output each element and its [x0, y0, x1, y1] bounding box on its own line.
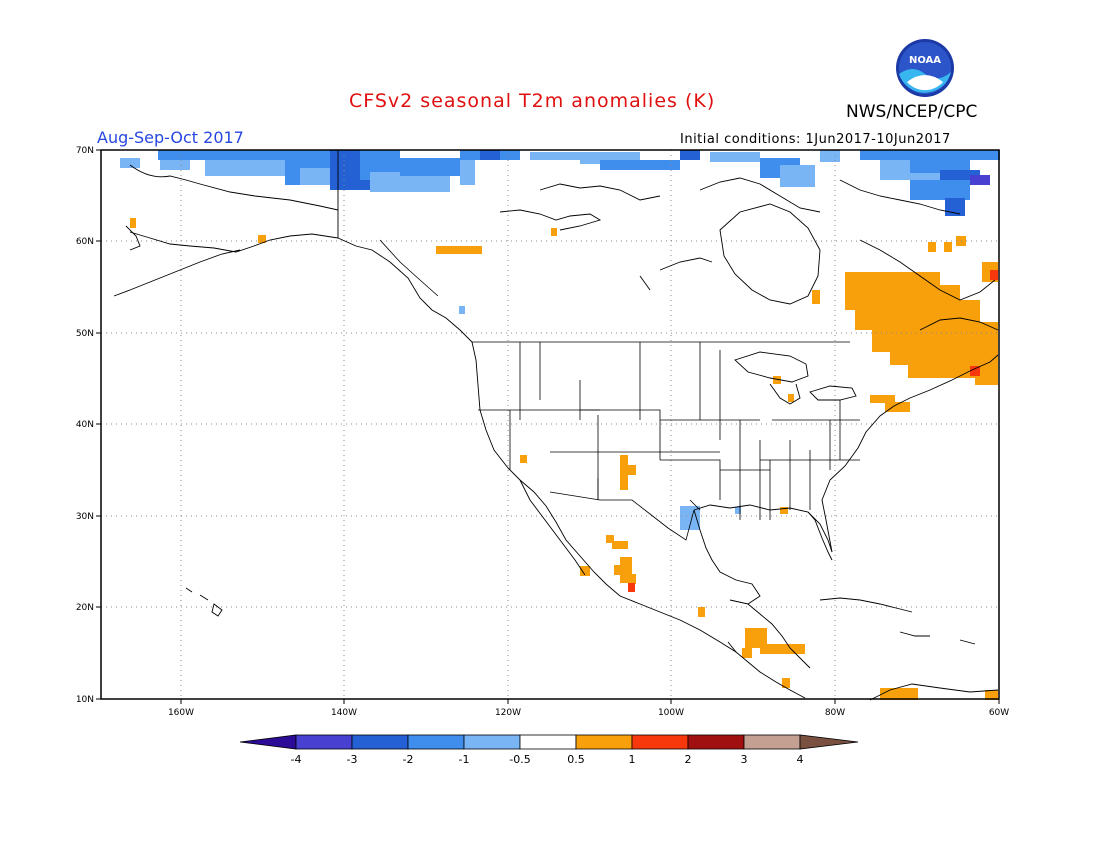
lat-label-70n: 70N	[76, 146, 94, 156]
colorbar-label: -1	[459, 753, 470, 766]
colorbar-swatch	[295, 734, 353, 750]
colorbar-swatch	[743, 734, 801, 750]
colorbar-label: -0.5	[509, 753, 530, 766]
svg-text:NOAA: NOAA	[909, 55, 941, 66]
colorbar-swatch	[407, 734, 465, 750]
lon-label-60w: 60W	[989, 708, 1009, 718]
forecast-period: Aug-Sep-Oct 2017	[97, 128, 244, 147]
map-title: CFSv2 seasonal T2m anomalies (K)	[349, 90, 716, 112]
colorbar-swatch	[631, 734, 689, 750]
colorbar-label: -3	[347, 753, 358, 766]
lat-label-10n: 10N	[76, 695, 94, 705]
colorbar-swatch	[519, 734, 577, 750]
agency-label: NWS/NCEP/CPC	[846, 102, 978, 122]
lon-label-120w: 120W	[495, 708, 521, 718]
anomaly-shading	[120, 150, 1000, 700]
colorbar-label: -2	[403, 753, 414, 766]
lat-label-30n: 30N	[76, 512, 94, 522]
lon-label-160w: 160W	[168, 708, 194, 718]
colorbar: -4 -3 -2 -1 -0.5 0.5 1 2 3 4	[239, 734, 859, 766]
coastlines	[113, 150, 999, 701]
lat-lon-grid	[101, 150, 999, 699]
political-borders	[379, 239, 860, 541]
lon-label-100w: 100W	[658, 708, 684, 718]
colorbar-label: 0.5	[567, 753, 585, 766]
colorbar-swatch-lt-4	[239, 734, 297, 750]
colorbar-swatch	[575, 734, 633, 750]
colorbar-label: 2	[685, 753, 692, 766]
axis-ticks	[96, 149, 1000, 704]
lon-label-140w: 140W	[331, 708, 357, 718]
lat-label-50n: 50N	[76, 329, 94, 339]
map-frame	[100, 149, 1000, 700]
colorbar-swatch	[687, 734, 745, 750]
colorbar-label: 3	[741, 753, 748, 766]
noaa-logo-icon: NOAA	[896, 39, 954, 97]
lat-label-20n: 20N	[76, 603, 94, 613]
colorbar-swatch	[351, 734, 409, 750]
lon-label-80w: 80W	[825, 708, 845, 718]
colorbar-label: 4	[797, 753, 804, 766]
colorbar-swatch-gt-4	[799, 734, 859, 750]
colorbar-swatch	[463, 734, 521, 750]
lat-label-60n: 60N	[76, 237, 94, 247]
lat-label-40n: 40N	[76, 420, 94, 430]
initial-conditions: Initial conditions: 1Jun2017-10Jun2017	[680, 132, 951, 147]
colorbar-label: 1	[629, 753, 636, 766]
colorbar-label: -4	[291, 753, 302, 766]
